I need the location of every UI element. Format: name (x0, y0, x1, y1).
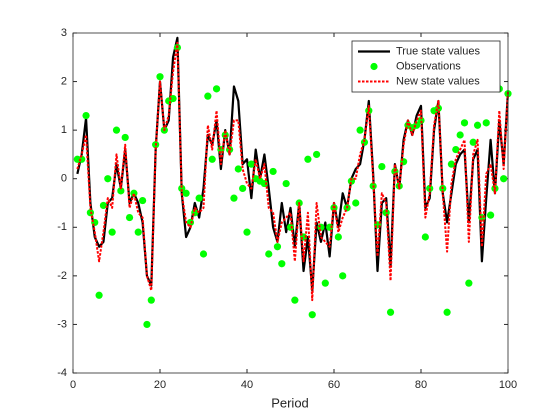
observation-marker (487, 211, 495, 219)
legend-text: True state values (396, 45, 480, 57)
observation-marker (473, 121, 482, 129)
x-tick-label: 0 (70, 379, 76, 391)
observation-marker (169, 94, 177, 103)
observation-marker (291, 296, 299, 304)
observation-marker (286, 223, 295, 231)
observation-marker (500, 175, 508, 183)
observation-marker (304, 155, 312, 163)
observation-marker (234, 165, 242, 173)
y-tick-label: -4 (57, 367, 67, 379)
observation-marker (269, 167, 277, 176)
observation-marker (199, 250, 208, 258)
series-line (76, 41, 509, 302)
y-tick-label: 0 (61, 173, 67, 185)
observation-marker (443, 308, 451, 316)
observation-marker (125, 213, 134, 222)
observation-marker (321, 279, 329, 287)
observation-marker (308, 311, 316, 319)
observation-marker (143, 320, 151, 329)
axes-box (72, 32, 509, 374)
observation-marker (456, 131, 464, 139)
x-tick-label: 80 (415, 379, 427, 391)
observation-marker (382, 209, 390, 217)
observation-marker (378, 162, 386, 171)
observation-marker (99, 201, 108, 210)
observation-marker (182, 189, 190, 197)
observation-marker (239, 184, 247, 193)
observation-marker (121, 133, 129, 142)
observation-marker (347, 177, 355, 185)
observation-marker (139, 196, 147, 205)
observation-marker (243, 228, 251, 236)
observation-marker (278, 260, 286, 268)
y-tick-label: -2 (57, 270, 67, 282)
observation-marker (482, 119, 490, 127)
observation-marker (82, 111, 90, 120)
observation-marker (352, 199, 360, 207)
observation-marker (108, 228, 116, 236)
observation-marker (156, 73, 164, 81)
observation-marker (265, 250, 273, 258)
observation-marker (95, 291, 103, 299)
observation-marker (447, 160, 456, 168)
observation-marker (273, 243, 282, 251)
observation-marker (130, 189, 138, 197)
observation-marker (212, 85, 221, 93)
observation-marker (247, 160, 255, 168)
y-tick-label: 3 (61, 27, 67, 39)
observation-marker (260, 179, 268, 188)
legend: True state values Observations New state v… (351, 40, 501, 93)
y-tick-label: -1 (57, 221, 67, 233)
observation-marker (195, 194, 203, 202)
observation-marker (208, 155, 216, 163)
observation-marker (460, 119, 469, 127)
observation-marker (386, 308, 395, 316)
y-tick-label: 1 (61, 124, 67, 136)
observation-marker (313, 150, 321, 159)
observation-marker (356, 126, 364, 134)
observation-marker (469, 138, 477, 146)
observation-marker (339, 272, 347, 280)
observation-marker (178, 184, 186, 193)
observation-marker (104, 175, 112, 183)
x-axis-label: Period (271, 395, 309, 410)
legend-text: New state values (396, 75, 480, 87)
x-tick-label: 100 (499, 379, 517, 391)
y-tick-label: 2 (61, 75, 67, 87)
y-tick-label: -3 (57, 318, 67, 330)
observation-marker (417, 116, 425, 125)
x-tick-label: 20 (154, 379, 166, 391)
legend-swatch (370, 62, 378, 71)
observation-marker (134, 228, 142, 236)
legend-text: Observations (396, 60, 461, 72)
observation-marker (112, 126, 121, 134)
observation-marker (204, 92, 212, 100)
observation-marker (282, 179, 290, 188)
observation-marker (421, 233, 429, 241)
observation-marker (334, 233, 342, 241)
observation-marker (117, 187, 125, 195)
observation-marker (452, 145, 460, 154)
x-tick-label: 60 (328, 379, 340, 391)
x-tick-label: 40 (241, 379, 253, 391)
observation-marker (465, 279, 473, 287)
observation-marker (230, 194, 238, 202)
observation-marker (147, 296, 155, 304)
